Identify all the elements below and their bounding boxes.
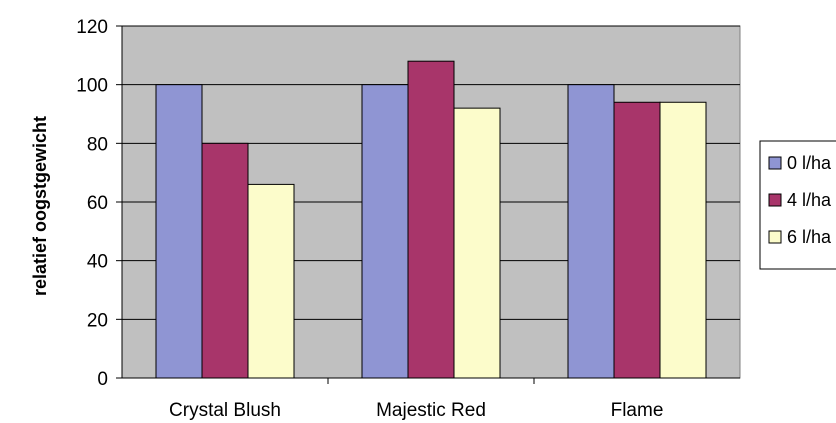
bar	[201, 142, 249, 379]
legend-label: 6 l/ha	[787, 227, 832, 247]
legend-swatch	[768, 230, 782, 244]
y-tick-label: 60	[87, 193, 108, 214]
bar	[247, 183, 295, 379]
bar	[407, 60, 455, 379]
legend-swatch	[768, 193, 782, 207]
axes: 0 20 40 60 80 100 120 Crystal Blush Majestic Red…	[76, 17, 740, 421]
legend-label: 0 l/ha	[787, 153, 832, 173]
bar	[659, 101, 707, 379]
bar	[613, 101, 661, 379]
y-tick-label: 20	[87, 310, 108, 331]
y-tick-label: 40	[87, 252, 108, 273]
x-tick-label: Crystal Blush	[169, 400, 281, 421]
legend-swatch	[768, 156, 782, 170]
bar	[361, 84, 409, 379]
bar	[155, 84, 203, 379]
bar	[453, 107, 501, 379]
bar	[567, 84, 615, 379]
y-tick-label: 0	[97, 369, 108, 390]
y-axis-title: relatief oogstgewicht	[30, 116, 50, 296]
y-tick-label: 120	[76, 17, 108, 38]
bars	[155, 60, 707, 379]
x-tick-label: Flame	[611, 400, 664, 421]
legend: 0 l/ha 4 l/ha 6 l/ha	[759, 140, 836, 270]
y-tick-label: 100	[76, 76, 108, 97]
x-tick-label: Majestic Red	[376, 400, 486, 421]
y-tick-label: 80	[87, 134, 108, 155]
legend-label: 4 l/ha	[787, 190, 832, 210]
